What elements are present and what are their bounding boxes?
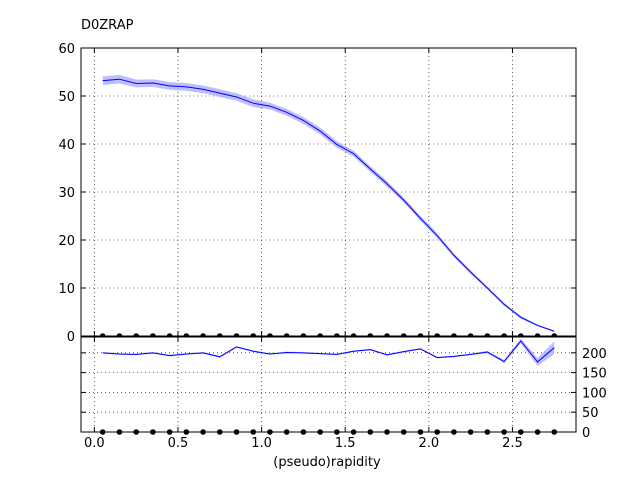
top-series-line [102,78,555,332]
x-axis-label: (pseudo)rapidity [273,455,381,470]
x-tick-label-4: 2.0 [418,436,439,451]
top-ytick-label-2: 20 [58,234,75,249]
bottom-ytick-label-3: 150 [582,367,607,382]
top-panel: 0 10 20 30 40 50 60 [58,42,577,345]
bottom-panel: 0 50 100 150 200 [80,336,607,441]
top-y-ticks: 0 10 20 30 40 50 60 [58,42,576,345]
top-ytick-label-4: 40 [58,138,75,153]
x-tick-label-0: 0.0 [84,436,105,451]
bottom-plot-area [81,337,576,432]
bottom-ytick-label-1: 50 [582,406,599,421]
bottom-line [102,340,555,363]
x-tick-label-3: 1.5 [335,436,356,451]
bottom-series-line [102,340,555,363]
top-ytick-label-5: 50 [58,90,75,105]
top-ytick-label-6: 60 [58,42,75,57]
x-tick-label-5: 2.5 [502,436,523,451]
top-line [102,78,555,332]
bottom-y-ticks: 0 50 100 150 200 [81,347,607,441]
bottom-ytick-label-0: 0 [582,426,590,441]
x-ticks: 0.0 0.5 1.0 1.5 2.0 2.5 [84,436,523,451]
bottom-ytick-label-2: 100 [582,386,607,401]
bottom-frame [80,336,577,433]
x-tick-label-2: 1.0 [251,436,272,451]
top-ytick-label-1: 10 [58,282,75,297]
bottom-ytick-label-4: 200 [582,347,607,362]
top-ytick-label-3: 30 [58,186,75,201]
top-ytick-label-0: 0 [67,330,75,345]
x-tick-label-1: 0.5 [168,436,189,451]
chart-title: D0ZRAP [81,18,134,33]
